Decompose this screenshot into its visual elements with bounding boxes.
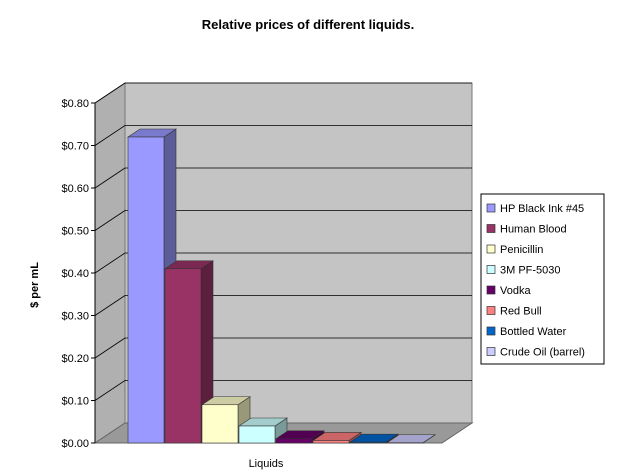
y-tick-label: $0.30 [61,311,89,323]
bar-front [201,404,239,444]
x-axis-label: Liquids [249,458,284,470]
chart-title: Relative prices of different liquids. [202,17,414,32]
bar-vodka [275,430,325,444]
gridline-side [94,252,126,274]
legend-swatch [486,347,496,356]
legend-swatch [486,265,496,274]
bar-front [349,441,387,444]
gridline-side [94,210,126,231]
legend-swatch [486,326,496,336]
gridline-side [94,380,126,401]
legend-label: Red Bull [500,306,542,318]
legend-swatch [486,244,496,254]
bar-human-blood [164,260,214,444]
y-tick-label: $0.40 [61,268,89,280]
gridline-side [94,82,126,104]
gridline-side [94,167,126,189]
bar-front [164,268,202,444]
legend-label: HP Black Ink #45 [500,203,584,215]
bar-3m-pf-5030 [238,417,288,444]
y-tick-label: $0.80 [61,98,89,110]
y-tick-label: $0.10 [61,396,89,408]
legend-label: 3M PF-5030 [500,265,561,277]
gridline-side [94,125,126,146]
y-tick-label: $0.50 [61,226,89,238]
bar-front [275,438,313,444]
legend-label: Crude Oil (barrel) [500,347,585,359]
y-axis-ticks: $0.00 $0.10 $0.20 $0.30 $0.40 $0.50 $0.60 $0.70… [61,98,96,450]
y-tick-label: $0.60 [61,183,89,195]
gridline-side [94,295,126,316]
bar-bottled-water [349,433,399,444]
bar-crude-oil-barrel [386,434,436,444]
legend-label: Bottled Water [500,326,567,338]
bar-front [312,440,350,444]
bars [127,128,436,444]
legend-label: Penicillin [500,244,543,256]
legend-swatch [486,224,496,233]
legend-label: Vodka [500,285,531,297]
legend-box [480,193,605,365]
legend-swatch [486,285,496,295]
bar-front [127,136,165,444]
y-tick-label: $0.70 [61,141,89,153]
bar-front [238,425,276,444]
bar-red-bull [312,431,362,444]
legend-swatch [486,306,496,315]
y-axis-label: $ per mL [29,262,41,308]
y-tick-label: $0.20 [61,353,89,365]
legend: HP Black Ink #45 Human Blood Penicillin 3M … [480,193,605,365]
legend-label: Human Blood [500,224,567,236]
gridline-side [94,337,126,359]
y-tick-label: $0.00 [61,438,89,450]
legend-swatch [486,203,496,213]
